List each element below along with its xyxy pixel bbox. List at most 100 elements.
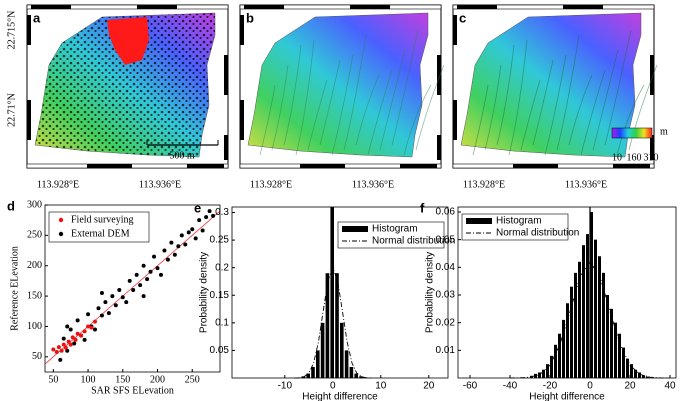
x-tick-label: 200 bbox=[150, 374, 165, 385]
hist-bar bbox=[586, 234, 589, 378]
hist-bar bbox=[610, 308, 613, 378]
hist-bar bbox=[634, 369, 637, 378]
frame-mark bbox=[27, 15, 31, 45]
ridge bbox=[283, 44, 302, 146]
data-point bbox=[134, 272, 139, 277]
data-point bbox=[110, 294, 115, 299]
data-point bbox=[204, 215, 209, 220]
legend-swatch bbox=[342, 226, 368, 232]
ridge bbox=[355, 74, 380, 146]
data-point bbox=[124, 300, 129, 305]
data-point bbox=[75, 318, 80, 323]
ridge bbox=[616, 84, 645, 156]
data-point bbox=[138, 283, 143, 288]
data-point bbox=[65, 324, 70, 329]
frame-mark bbox=[650, 55, 654, 95]
frame-mark bbox=[31, 5, 71, 9]
hist-bar bbox=[578, 261, 581, 378]
legend-box bbox=[48, 211, 150, 243]
frame-mark bbox=[137, 5, 177, 9]
data-point bbox=[54, 349, 59, 354]
x-tick-label: 0 bbox=[330, 381, 336, 392]
x-tick-label: 250 bbox=[185, 374, 200, 385]
frame-mark bbox=[457, 5, 497, 9]
hist-bar bbox=[320, 322, 325, 378]
map-y-tick: 22.71°N bbox=[6, 93, 17, 127]
ridge bbox=[472, 84, 489, 156]
frame-mark bbox=[224, 55, 228, 95]
panel-label: c bbox=[459, 10, 466, 25]
y-tick-label: 0.1 bbox=[215, 317, 229, 328]
frame-mark bbox=[613, 164, 650, 168]
data-point bbox=[93, 327, 97, 332]
data-point bbox=[73, 337, 78, 342]
frame-band bbox=[452, 4, 655, 10]
legend-label: External DEM bbox=[71, 228, 130, 239]
ridge bbox=[367, 69, 393, 156]
hist-bar bbox=[566, 303, 569, 378]
hist-bar bbox=[638, 372, 641, 378]
data-point bbox=[72, 341, 77, 346]
y-tick-label: 0.03 bbox=[436, 290, 456, 301]
map-panels: a 113.928°E 113.936°E b 113.928°E 113.936°E c 1… bbox=[26, 4, 658, 190]
map-x-tick: 113.936°E bbox=[352, 179, 394, 190]
ridge bbox=[307, 79, 328, 151]
panel-label: f bbox=[420, 200, 425, 215]
data-point bbox=[183, 242, 188, 247]
panel-label: b bbox=[246, 10, 254, 25]
data-point bbox=[176, 244, 181, 249]
data-point bbox=[200, 228, 205, 233]
data-point bbox=[193, 236, 198, 241]
ridge bbox=[271, 64, 289, 151]
y-tick-label: 0.06 bbox=[436, 207, 456, 218]
hist-bar bbox=[534, 373, 537, 378]
frame-mark bbox=[300, 164, 345, 168]
y-tick-label: 0.02 bbox=[436, 317, 456, 328]
colorbar-tick: 10 bbox=[612, 152, 622, 163]
colorbar bbox=[611, 127, 653, 139]
x-tick-label: -40 bbox=[503, 381, 518, 392]
x-tick-label: -10 bbox=[278, 381, 293, 392]
x-tick-label: 10 bbox=[375, 381, 387, 392]
data-point bbox=[152, 254, 157, 259]
hist-bar bbox=[325, 273, 330, 378]
data-point bbox=[211, 213, 216, 218]
x-tick-label: -20 bbox=[543, 381, 558, 392]
frame-mark bbox=[437, 135, 441, 160]
x-axis-label: SAR SFS ELevation bbox=[91, 385, 174, 396]
x-tick-label: 150 bbox=[115, 374, 130, 385]
hist-bar bbox=[542, 369, 545, 378]
y-tick-label: 100 bbox=[27, 321, 42, 332]
ridge bbox=[295, 39, 315, 156]
data-point bbox=[117, 288, 122, 293]
hist-bar bbox=[354, 373, 358, 378]
ridge bbox=[520, 79, 541, 151]
frame-mark bbox=[563, 5, 603, 9]
y-axis-label: Probability density bbox=[425, 252, 436, 333]
data-point bbox=[141, 294, 146, 299]
hist-bar bbox=[590, 211, 593, 378]
data-point bbox=[58, 357, 63, 362]
hist-bar bbox=[574, 272, 577, 378]
data-point bbox=[93, 319, 97, 324]
data-point bbox=[89, 325, 94, 330]
colorbar-tick: 310 bbox=[644, 152, 659, 163]
data-point bbox=[82, 329, 87, 334]
map-y-tick: 22.715°N bbox=[6, 11, 17, 50]
hist-bar bbox=[335, 273, 339, 378]
legend-label: Histogram bbox=[372, 224, 418, 235]
hist-bar bbox=[602, 272, 605, 378]
hist-bar bbox=[594, 239, 597, 378]
data-point bbox=[66, 339, 71, 344]
legend-label: Normal distribution bbox=[372, 236, 455, 247]
frame-mark bbox=[187, 164, 224, 168]
panel-label: d bbox=[7, 198, 15, 213]
map-panel: c 113.928°E 113.936°E bbox=[452, 4, 658, 190]
map-x-tick: 113.936°E bbox=[139, 179, 181, 190]
scale-bar-label: 500 m bbox=[169, 150, 195, 161]
hist-bar bbox=[546, 364, 549, 378]
x-tick-label: 20 bbox=[423, 381, 435, 392]
map-x-tick: 113.928°E bbox=[250, 179, 292, 190]
hist-bar bbox=[554, 344, 557, 378]
